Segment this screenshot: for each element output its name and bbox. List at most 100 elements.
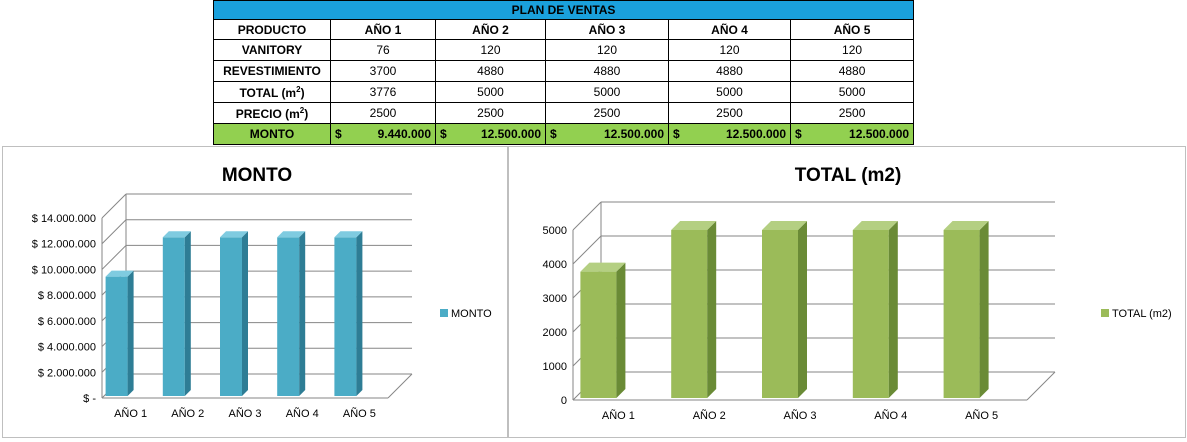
row-label-text: TOTAL (m: [239, 85, 297, 100]
header-producto: PRODUCTO: [213, 19, 331, 40]
table-cell: 120: [435, 39, 546, 61]
table-cell: 4880: [789, 60, 915, 82]
bar-top: [105, 270, 134, 277]
table-row-monto: MONTO $9.440.000 $12.500.000 $12.500.000…: [213, 123, 915, 145]
table-title: PLAN DE VENTAS: [212, 0, 915, 20]
bar-side: [356, 231, 363, 396]
row-label: PRECIO (m2): [213, 102, 331, 124]
row-label-sup: 2: [296, 84, 301, 94]
money-cell: $12.500.000: [789, 123, 915, 145]
money-cell: $9.440.000: [330, 123, 436, 145]
money-value: 12.500.000: [480, 127, 541, 141]
x-tick-label: AÑO 1: [602, 409, 635, 422]
bar-top: [162, 231, 191, 238]
header-year-1: AÑO 1: [330, 19, 436, 40]
x-tick-label: AÑO 4: [874, 409, 907, 422]
table-cell: 5000: [668, 81, 791, 103]
x-tick-label: AÑO 3: [228, 407, 261, 420]
bar-side: [798, 221, 807, 398]
row-label: MONTO: [213, 123, 331, 145]
table-cell: 5000: [435, 81, 546, 103]
gridline-side: [101, 245, 127, 270]
table-cell: 2500: [668, 102, 791, 124]
row-label: TOTAL (m2): [213, 81, 331, 103]
row-label-text: PRECIO (m: [235, 106, 300, 121]
currency-symbol: $: [795, 127, 802, 141]
table-cell: 5000: [789, 81, 915, 103]
bar-front: [943, 230, 980, 398]
bar-side: [299, 231, 306, 396]
row-label-end: ): [300, 85, 305, 100]
legend-label: TOTAL (m2): [1112, 308, 1172, 320]
x-tick-label: AÑO 2: [693, 409, 726, 422]
bar-front: [162, 237, 185, 396]
total-chart: TOTAL (m2) 0 1000 2000 3000 4000 5000 AÑO 1 AÑO …: [543, 165, 1172, 422]
table-row-total: TOTAL (m2) 3776 5000 5000 5000 5000: [213, 81, 915, 103]
currency-symbol: $: [673, 127, 680, 141]
table-title-row: PLAN DE VENTAS: [212, 0, 915, 20]
floor-edge: [387, 373, 413, 399]
header-year-4: AÑO 4: [668, 19, 791, 40]
y-tick-label: $ 6.000.000: [38, 316, 96, 328]
bar-top: [762, 221, 807, 230]
table-cell: 2500: [545, 102, 669, 124]
table-cell: 4880: [435, 60, 546, 82]
currency-symbol: $: [335, 127, 342, 141]
header-year-2: AÑO 2: [435, 19, 546, 40]
y-tick-label: 4000: [543, 259, 567, 271]
money-value: 9.440.000: [377, 127, 431, 141]
monto-chart: MONTO $ - $ 2.000.000 $ 4.000.000 $ 6.000.00…: [32, 165, 492, 420]
y-tick-label: $ 4.000.000: [38, 342, 96, 354]
bar-top: [580, 262, 626, 272]
table-cell: 120: [545, 39, 669, 61]
y-tick-label: $ 2.000.000: [38, 367, 96, 379]
gridline-side: [572, 201, 602, 231]
bar-side: [127, 270, 134, 396]
bar-front: [334, 237, 357, 396]
bar-top: [277, 231, 306, 238]
money-value: 12.500.000: [725, 127, 786, 141]
row-label-end: ): [304, 106, 309, 121]
y-tick-label: $ 8.000.000: [38, 290, 96, 302]
bar-top: [334, 231, 363, 238]
y-tick-label: $ 14.000.000: [32, 213, 96, 225]
table-row-precio: PRECIO (m2) 2500 2500 2500 2500 2500: [213, 102, 915, 124]
y-tick-label: $ 12.000.000: [32, 239, 96, 251]
table-cell: 120: [668, 39, 791, 61]
bar-front: [220, 237, 242, 396]
table-header-row: PRODUCTO AÑO 1 AÑO 2 AÑO 3 AÑO 4 AÑO 5: [213, 19, 915, 40]
y-tick-label: 3000: [543, 293, 567, 305]
chart-title: TOTAL (m2): [795, 165, 902, 186]
bar-front: [105, 276, 128, 396]
x-tick-label: AÑO 5: [965, 409, 998, 422]
floor-edge: [1026, 371, 1056, 401]
table-cell: 2500: [789, 102, 915, 124]
table-row-revestimiento: REVESTIMIENTO 3700 4880 4880 4880 4880: [213, 60, 915, 82]
bar-front: [580, 271, 617, 398]
legend-swatch: [440, 309, 448, 317]
header-year-5: AÑO 5: [789, 19, 915, 40]
table-row-vanitory: VANITORY 76 120 120 120 120: [213, 39, 915, 61]
currency-symbol: $: [440, 127, 447, 141]
money-cell: $12.500.000: [435, 123, 546, 145]
gridline-side: [101, 193, 127, 219]
bar-side: [184, 231, 191, 396]
legend-label: MONTO: [451, 308, 492, 320]
bar-front: [852, 230, 889, 398]
table-cell: 5000: [545, 81, 669, 103]
y-tick-label: $ 10.000.000: [32, 264, 96, 276]
chart-title: MONTO: [222, 165, 292, 186]
table-cell: 2500: [435, 102, 546, 124]
gridline-side: [572, 235, 602, 265]
bar-front: [762, 230, 798, 398]
currency-symbol: $: [550, 127, 557, 141]
table-cell: 3776: [330, 81, 436, 103]
x-tick-label: AÑO 3: [783, 409, 816, 422]
y-tick-label: $ -: [83, 393, 96, 405]
table-cell: 4880: [668, 60, 791, 82]
x-tick-label: AÑO 1: [114, 407, 147, 420]
row-label: VANITORY: [213, 39, 331, 61]
header-year-3: AÑO 3: [545, 19, 669, 40]
money-value: 12.500.000: [849, 127, 910, 141]
table-cell: 76: [330, 39, 436, 61]
